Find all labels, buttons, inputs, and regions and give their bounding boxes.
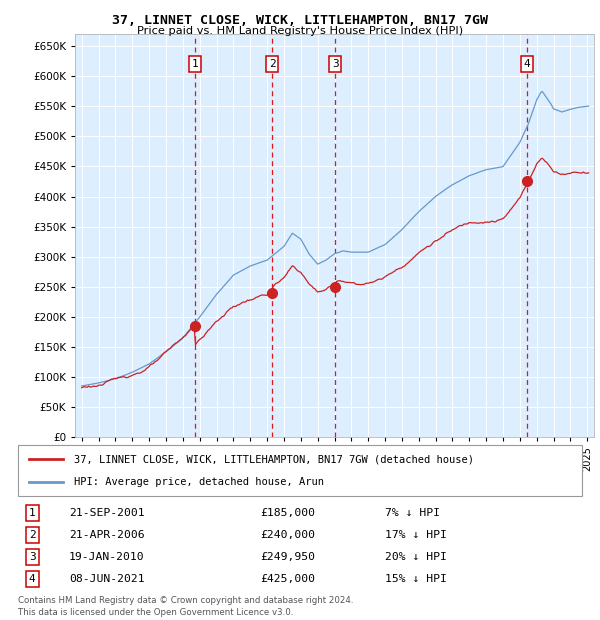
Text: Contains HM Land Registry data © Crown copyright and database right 2024.: Contains HM Land Registry data © Crown c… xyxy=(18,596,353,606)
Text: 15% ↓ HPI: 15% ↓ HPI xyxy=(385,574,446,584)
Text: 21-SEP-2001: 21-SEP-2001 xyxy=(69,508,145,518)
Text: 20% ↓ HPI: 20% ↓ HPI xyxy=(385,552,446,562)
Text: 3: 3 xyxy=(332,59,339,69)
Text: HPI: Average price, detached house, Arun: HPI: Average price, detached house, Arun xyxy=(74,477,325,487)
Text: 2: 2 xyxy=(269,59,275,69)
Text: 21-APR-2006: 21-APR-2006 xyxy=(69,530,145,540)
Text: This data is licensed under the Open Government Licence v3.0.: This data is licensed under the Open Gov… xyxy=(18,608,293,617)
Text: 3: 3 xyxy=(29,552,35,562)
Text: 4: 4 xyxy=(524,59,530,69)
Text: 17% ↓ HPI: 17% ↓ HPI xyxy=(385,530,446,540)
Text: 4: 4 xyxy=(29,574,35,584)
Text: 19-JAN-2010: 19-JAN-2010 xyxy=(69,552,145,562)
Text: £249,950: £249,950 xyxy=(260,552,316,562)
Text: £185,000: £185,000 xyxy=(260,508,316,518)
Text: £240,000: £240,000 xyxy=(260,530,316,540)
Text: 37, LINNET CLOSE, WICK, LITTLEHAMPTON, BN17 7GW: 37, LINNET CLOSE, WICK, LITTLEHAMPTON, B… xyxy=(112,14,488,27)
Text: 2: 2 xyxy=(29,530,35,540)
Text: 08-JUN-2021: 08-JUN-2021 xyxy=(69,574,145,584)
Text: 7% ↓ HPI: 7% ↓ HPI xyxy=(385,508,440,518)
Text: £425,000: £425,000 xyxy=(260,574,316,584)
Text: Price paid vs. HM Land Registry's House Price Index (HPI): Price paid vs. HM Land Registry's House … xyxy=(137,26,463,36)
Text: 37, LINNET CLOSE, WICK, LITTLEHAMPTON, BN17 7GW (detached house): 37, LINNET CLOSE, WICK, LITTLEHAMPTON, B… xyxy=(74,454,475,464)
Text: 1: 1 xyxy=(191,59,199,69)
Text: 1: 1 xyxy=(29,508,35,518)
FancyBboxPatch shape xyxy=(18,445,582,496)
